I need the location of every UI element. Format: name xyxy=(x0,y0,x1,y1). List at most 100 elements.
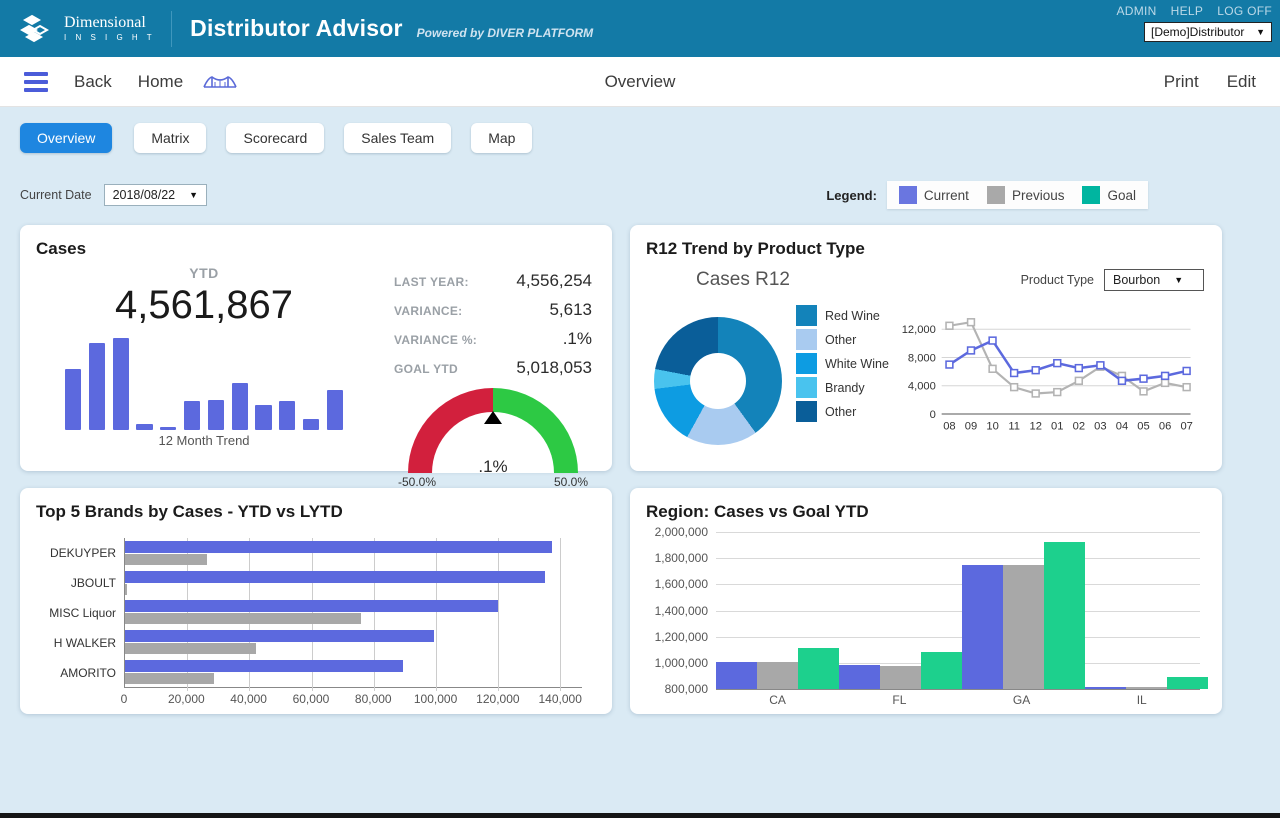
header-link-admin[interactable]: ADMIN xyxy=(1116,4,1157,18)
edit-button[interactable]: Edit xyxy=(1226,71,1256,91)
donut-swatch xyxy=(796,401,817,422)
donut-swatch xyxy=(796,353,817,374)
category-label: AMORITO xyxy=(60,666,116,680)
marker-previous xyxy=(1139,387,1148,396)
marker-previous xyxy=(1052,387,1062,397)
marker-current xyxy=(966,346,976,355)
product-type-dropdown[interactable]: Bourbon ▼ xyxy=(1104,269,1204,291)
marker-current xyxy=(1052,358,1062,368)
brand-name: Dimensional xyxy=(64,14,146,31)
back-button[interactable]: Back xyxy=(74,71,112,91)
category-label: IL xyxy=(1136,693,1147,707)
marker-current xyxy=(1160,371,1170,381)
grid-line xyxy=(435,538,437,691)
x-tick-label: 60,000 xyxy=(292,692,330,706)
category-label: CA xyxy=(769,693,786,707)
gauge-min-label: -50.0% xyxy=(398,475,437,489)
tab-map[interactable]: Map xyxy=(471,123,533,153)
trend-bar xyxy=(183,400,201,430)
app-header: Dimensional I N S I G H T Distributor Ad… xyxy=(0,0,1280,57)
bar-lytd xyxy=(125,583,128,595)
line-series-current xyxy=(948,338,1187,383)
marker-previous xyxy=(988,364,997,373)
marker-previous xyxy=(1031,389,1040,398)
current-date-dropdown[interactable]: 2018/08/22 ▼ xyxy=(103,184,208,206)
stat-value: 5,613 xyxy=(549,300,592,319)
brand-logo: Dimensional I N S I G H T xyxy=(20,13,155,45)
bar-ytd xyxy=(125,540,553,553)
grid-line xyxy=(716,532,1200,533)
x-tick-label: 100,000 xyxy=(413,692,458,706)
marker-previous xyxy=(966,318,976,327)
grid-line xyxy=(716,610,1200,612)
bridge-icon[interactable] xyxy=(203,73,237,91)
donut-legend-item: Other xyxy=(796,329,889,350)
trend-bar xyxy=(326,389,344,430)
bar-goal xyxy=(798,648,839,689)
marker-current xyxy=(1096,361,1105,370)
legend-item-goal: Goal xyxy=(1082,186,1136,204)
marker-current xyxy=(945,360,954,369)
donut-legend-label: Brandy xyxy=(825,380,865,395)
grid-line xyxy=(373,538,375,691)
x-tick-label: 10 xyxy=(986,421,998,433)
header-divider xyxy=(171,10,173,47)
region-x-axis: CA FL GA IL xyxy=(716,693,1200,707)
header-link-log-off[interactable]: LOG OFF xyxy=(1217,4,1272,18)
bar-goal xyxy=(921,652,962,689)
marker-current xyxy=(1139,374,1148,383)
brands-rows xyxy=(125,538,582,687)
stat-row: LAST YEAR: 4,556,254 xyxy=(394,271,592,291)
bar-current xyxy=(962,564,1003,689)
distributor-dropdown[interactable]: [Demo]Distributor ▼ xyxy=(1144,22,1272,42)
bar-previous xyxy=(1003,565,1044,689)
print-button[interactable]: Print xyxy=(1163,71,1199,91)
donut-legend: Red Wine Other White Wine Brandy Other xyxy=(796,305,889,422)
trend-bar xyxy=(302,418,320,430)
donut-swatch xyxy=(796,305,817,326)
x-tick-label: 02 xyxy=(1073,421,1085,433)
y-tick-label: 1,800,000 xyxy=(654,551,708,566)
menu-icon[interactable] xyxy=(24,71,48,92)
x-tick-label: 11 xyxy=(1008,421,1020,433)
trend-bar xyxy=(231,383,248,430)
bar-lytd xyxy=(125,613,362,625)
header-link-help[interactable]: HELP xyxy=(1170,4,1204,18)
x-tick-label: 20,000 xyxy=(167,692,205,706)
r12-trend-line-chart: 0 4,000 8,000 12,000 08 09 10 11 12 01 02 03 04 05 06 0… xyxy=(902,318,1193,433)
category-label: H WALKER xyxy=(53,636,116,650)
marker-previous xyxy=(1074,376,1083,385)
tab-matrix[interactable]: Matrix xyxy=(134,123,207,153)
brand-row xyxy=(125,568,582,598)
category-label: DEKUYPER xyxy=(49,546,116,560)
bar-previous xyxy=(880,666,921,689)
tab-scorecard[interactable]: Scorecard xyxy=(226,123,325,153)
trend-bar xyxy=(279,400,296,430)
category-label: GA xyxy=(1012,693,1031,707)
donut-swatch xyxy=(796,377,817,398)
grid-line xyxy=(716,584,1200,586)
bar-group-fl xyxy=(839,652,962,689)
trend-bar xyxy=(255,405,272,430)
product-type-value: Bourbon xyxy=(1113,273,1161,287)
stat-label: VARIANCE %: xyxy=(394,333,478,347)
bar-lytd xyxy=(125,673,214,685)
nav-bar: Back Home Overview Print Edit xyxy=(0,57,1280,107)
legend-item-current: Current xyxy=(898,186,969,204)
page-title: Overview xyxy=(604,71,676,91)
x-tick-label: 08 xyxy=(943,421,955,433)
x-tick-label: 40,000 xyxy=(230,692,267,706)
trend-bar xyxy=(88,342,106,430)
x-tick-label: 140,000 xyxy=(538,692,582,706)
donut-swatch xyxy=(796,329,817,350)
marker-previous xyxy=(945,321,954,330)
tab-overview[interactable]: Overview xyxy=(20,123,113,153)
legend-swatch-previous xyxy=(986,186,1005,204)
y-tick-label: 4,000 xyxy=(908,381,936,393)
cases-r12-subtitle: Cases R12 xyxy=(696,269,790,290)
donut-legend-label: White Wine xyxy=(825,356,889,371)
home-button[interactable]: Home xyxy=(137,71,184,91)
app-subtitle: Powered by DIVER PLATFORM xyxy=(416,25,594,40)
bar-group-il xyxy=(1085,676,1208,689)
tab-sales-team[interactable]: Sales Team xyxy=(344,123,452,153)
